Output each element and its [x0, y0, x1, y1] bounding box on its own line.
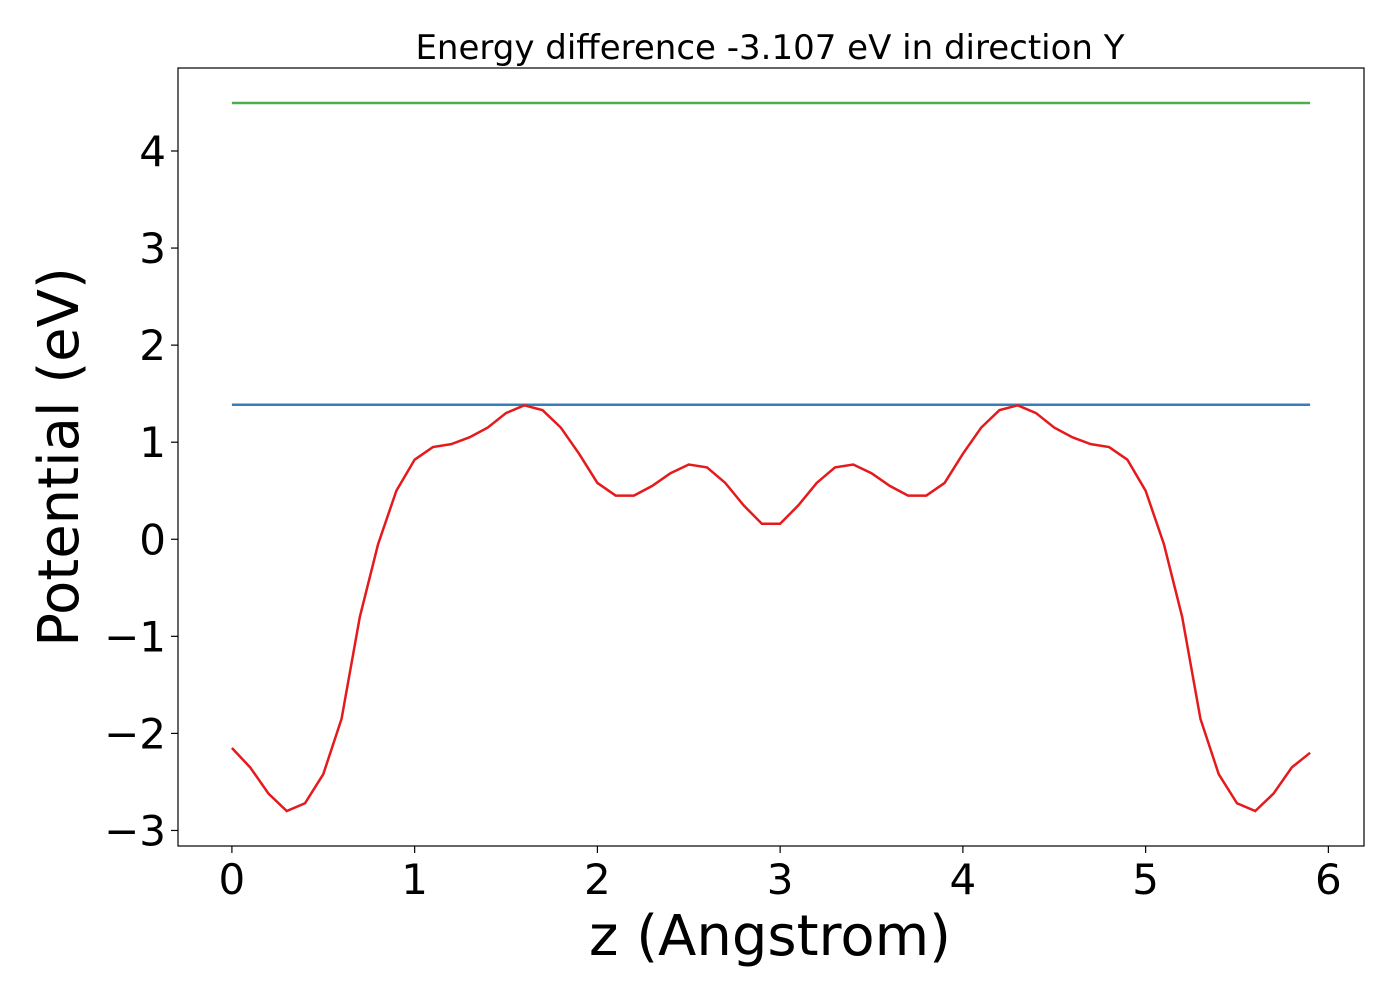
x-tick-label: 5: [1132, 855, 1159, 904]
chart-title: Energy difference -3.107 eV in direction…: [415, 28, 1124, 68]
y-axis-label: Potential (eV): [27, 267, 92, 647]
y-tick-label: 3: [139, 224, 166, 273]
x-tick-label: 6: [1315, 855, 1342, 904]
y-tick-label: −3: [104, 806, 166, 855]
x-tick-label: 4: [950, 855, 977, 904]
y-tick-label: 2: [139, 321, 166, 370]
y-tick-label: 0: [139, 515, 166, 564]
y-tick-label: −2: [104, 709, 166, 758]
y-tick-label: −1: [104, 612, 166, 661]
y-tick-label: 4: [139, 127, 166, 176]
x-tick-label: 2: [584, 855, 611, 904]
x-tick-label: 1: [401, 855, 428, 904]
x-tick-label: 0: [219, 855, 246, 904]
line-series: [230, 403, 1311, 813]
x-tick-label: 3: [767, 855, 794, 904]
x-axis-label: z (Angstrom): [589, 904, 951, 969]
y-tick-label: 1: [139, 418, 166, 467]
plot-frame: [177, 67, 1365, 847]
